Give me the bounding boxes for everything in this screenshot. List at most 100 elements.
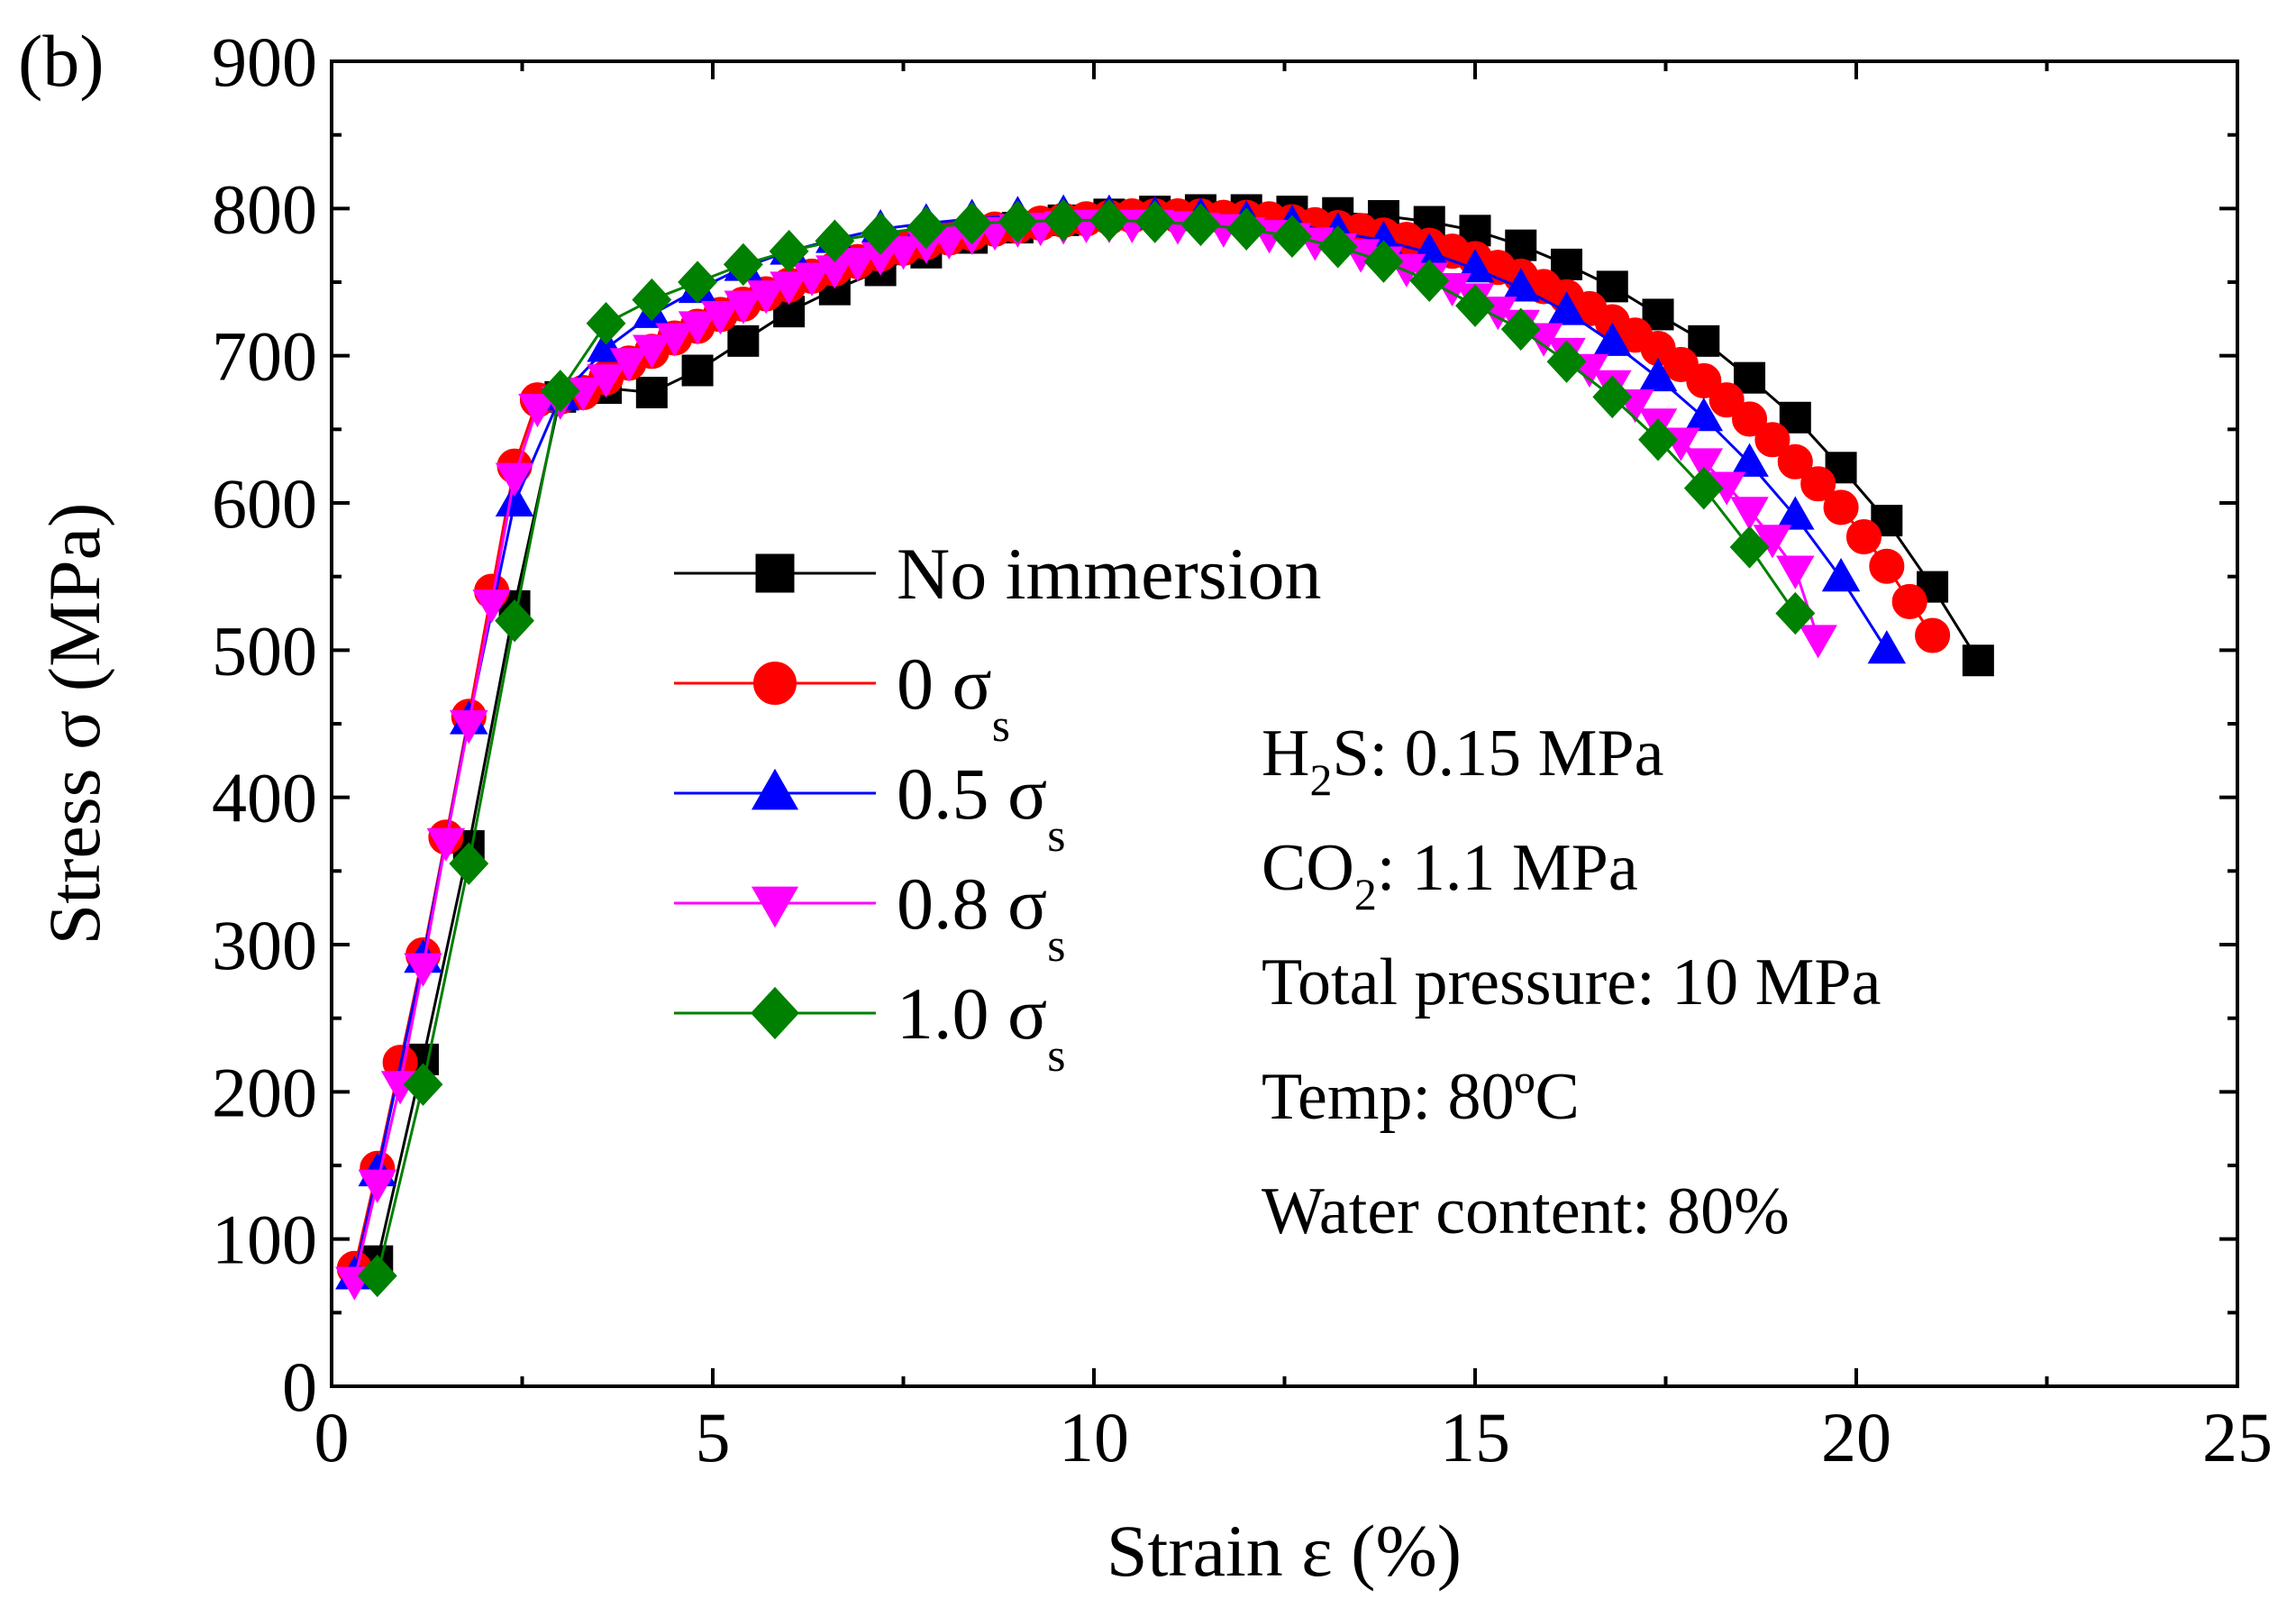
y-tick-label: 300 <box>212 906 317 984</box>
x-tick-label: 25 <box>2202 1398 2273 1476</box>
x-tick-label: 15 <box>1440 1398 1510 1476</box>
data-point <box>655 323 694 357</box>
data-point <box>495 598 534 643</box>
data-point <box>1777 443 1813 480</box>
y-tick-label: 900 <box>212 23 317 101</box>
data-point <box>1593 322 1632 356</box>
data-point <box>633 334 671 369</box>
x-tick-label: 10 <box>1059 1398 1129 1476</box>
data-point <box>1180 203 1221 246</box>
data-point <box>1684 448 1724 482</box>
data-point <box>1799 625 1837 659</box>
data-point <box>403 1063 443 1106</box>
y-tick-label: 400 <box>212 759 317 837</box>
series-layer <box>335 194 1994 1301</box>
data-point <box>426 827 466 862</box>
data-point <box>1775 591 1816 635</box>
legend-marker <box>751 768 799 810</box>
legend-marker <box>755 553 795 593</box>
data-point <box>609 348 649 382</box>
data-point <box>701 300 740 335</box>
data-point <box>495 462 534 497</box>
legend-marker <box>752 661 797 706</box>
y-axis-title: Stress σ (MPa) <box>33 503 115 946</box>
data-point <box>1547 291 1586 325</box>
data-point <box>586 302 626 345</box>
data-point <box>678 260 718 304</box>
data-point <box>1134 200 1175 243</box>
data-point <box>1915 617 1951 653</box>
data-point <box>906 206 946 250</box>
y-tick-label: 100 <box>212 1201 317 1279</box>
data-point <box>1708 382 1745 418</box>
data-point <box>1845 519 1881 555</box>
data-point <box>1409 259 1450 303</box>
legend-item: No immersion <box>674 533 1321 615</box>
data-point <box>1867 630 1907 664</box>
data-point <box>1683 466 1724 510</box>
data-point <box>792 262 832 297</box>
data-point <box>1043 198 1084 242</box>
data-point <box>1272 215 1312 259</box>
data-point <box>1800 466 1836 502</box>
data-point <box>1754 422 1790 458</box>
data-point <box>495 482 534 516</box>
panel-label: (b) <box>18 20 105 102</box>
data-point <box>1823 489 1859 525</box>
data-point <box>632 278 672 322</box>
data-point <box>358 1169 397 1203</box>
y-tick-label: 600 <box>212 464 317 543</box>
data-point <box>723 242 763 287</box>
annotation-line: Water content: 80% <box>1262 1174 1790 1248</box>
data-point <box>1730 443 1769 477</box>
data-point <box>1363 240 1404 283</box>
data-point <box>1688 324 1720 357</box>
data-point <box>1821 558 1861 592</box>
data-point <box>1891 583 1927 619</box>
y-tick-label: 0 <box>282 1348 317 1426</box>
legend-marker <box>751 986 799 1040</box>
data-point <box>884 236 923 270</box>
data-point <box>727 324 760 357</box>
data-point <box>1732 401 1768 437</box>
data-point <box>587 364 625 398</box>
y-tick-label: 500 <box>212 611 317 690</box>
data-point <box>1455 284 1495 327</box>
data-point <box>540 370 580 413</box>
data-point <box>1638 357 1678 392</box>
data-point <box>1226 207 1267 251</box>
data-point <box>1869 548 1905 584</box>
data-point <box>1684 397 1724 432</box>
x-tick-label: 0 <box>314 1398 350 1476</box>
data-point <box>1500 307 1541 351</box>
y-tick-label: 800 <box>212 169 317 248</box>
data-point <box>998 200 1038 243</box>
data-point <box>1776 496 1815 530</box>
data-point <box>1501 268 1541 302</box>
legend-label: No immersion <box>897 533 1321 615</box>
x-tick-label: 20 <box>1821 1398 1891 1476</box>
data-point <box>1089 198 1129 242</box>
data-point <box>1962 644 1994 677</box>
data-point <box>635 377 668 408</box>
annotation-line: CO2: 1.1 MPa <box>1262 831 1638 919</box>
plot-area: 0 5 10 15 20 25 0 100 200 300 400 500 600 700 800 900 <box>212 23 2273 1476</box>
annotation-line: Total pressure: 10 MPa <box>1262 946 1881 1019</box>
data-point <box>518 393 557 428</box>
y-tick-label: 700 <box>212 317 317 396</box>
x-tick-label: 5 <box>696 1398 731 1476</box>
data-point <box>861 212 901 255</box>
y-tick-label: 200 <box>212 1053 317 1131</box>
data-point <box>681 354 714 387</box>
data-point <box>838 248 878 282</box>
data-point <box>1638 418 1678 461</box>
series-4 <box>357 198 1816 1298</box>
data-point <box>815 219 855 262</box>
data-point <box>1776 555 1815 589</box>
legend-marker <box>751 886 799 928</box>
data-point <box>1592 375 1633 419</box>
data-point <box>1317 225 1358 269</box>
